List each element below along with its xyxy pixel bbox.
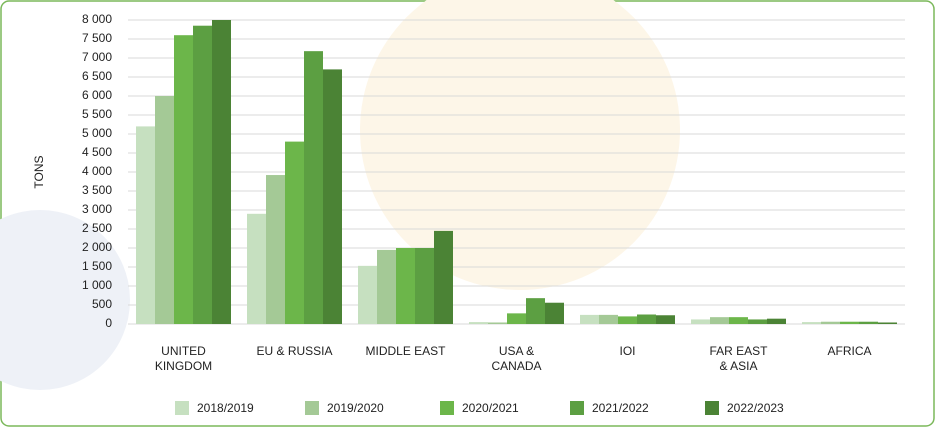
x-tick-label: MIDDLE EAST: [365, 344, 446, 358]
y-tick-label: 4 500: [82, 145, 112, 159]
bar: [469, 322, 488, 324]
y-tick-label: 1 000: [82, 278, 112, 292]
bar: [396, 248, 415, 324]
bar: [155, 96, 174, 324]
bar: [193, 25, 212, 324]
bar: [656, 315, 675, 324]
legend-label: 2018/2019: [197, 401, 254, 415]
legend-swatch: [440, 401, 454, 415]
x-tick-label: FAR EAST & ASIA: [709, 344, 768, 373]
bar: [729, 317, 748, 324]
bar: [136, 126, 155, 325]
y-tick-label: 8 000: [82, 12, 112, 26]
bar: [859, 321, 878, 324]
y-tick-label: 7 500: [82, 31, 112, 45]
legend-label: 2019/2020: [327, 401, 384, 415]
bar: [545, 302, 564, 324]
y-tick-label: 6 000: [82, 88, 112, 102]
bar: [434, 230, 453, 324]
bar: [748, 319, 767, 324]
y-tick-label: 5 500: [82, 107, 112, 121]
bar: [247, 213, 266, 324]
y-tick-label: 5 000: [82, 126, 112, 140]
bar: [358, 265, 377, 324]
bar: [323, 69, 342, 325]
y-tick-label: 2 500: [82, 221, 112, 235]
legend-swatch: [570, 401, 584, 415]
legend-label: 2022/2023: [727, 401, 784, 415]
bar: [377, 249, 396, 324]
legend-swatch: [705, 401, 719, 415]
y-tick-label: 7 000: [82, 50, 112, 64]
bar: [507, 313, 526, 324]
legend-swatch: [175, 401, 189, 415]
bar: [285, 141, 304, 324]
legend-swatch: [305, 401, 319, 415]
bar: [526, 298, 545, 324]
y-tick-label: 3 000: [82, 202, 112, 216]
bar: [767, 318, 786, 324]
bar: [637, 314, 656, 324]
y-tick-label: 500: [92, 297, 112, 311]
bar: [710, 317, 729, 324]
y-tick-label: 1 500: [82, 259, 112, 273]
legend-label: 2021/2022: [592, 401, 649, 415]
y-tick-label: 4 000: [82, 164, 112, 178]
y-tick-label: 2 000: [82, 240, 112, 254]
bar: [878, 322, 897, 324]
bar: [618, 316, 637, 324]
x-tick-label: USA & CANADA: [491, 344, 541, 373]
y-tick-label: 6 500: [82, 69, 112, 83]
bar: [599, 314, 618, 324]
bar: [840, 321, 859, 324]
bar: [304, 51, 323, 324]
x-tick-label: EU & RUSSIA: [256, 344, 332, 358]
x-tick-label: AFRICA: [827, 344, 871, 358]
background-decoration: [360, 0, 680, 290]
y-tick-label: 0: [105, 316, 112, 330]
bar: [821, 321, 840, 324]
y-tick-label: 3 500: [82, 183, 112, 197]
bar: [580, 314, 599, 324]
bar: [691, 319, 710, 324]
bar: [415, 248, 434, 324]
bar: [266, 175, 285, 324]
background-decoration: [0, 210, 130, 390]
legend-label: 2020/2021: [462, 401, 519, 415]
x-tick-label: IOI: [619, 344, 635, 358]
bar: [802, 322, 821, 324]
x-tick-label: UNITED KINGDOM: [155, 344, 212, 373]
bar: [174, 35, 193, 324]
y-axis-label: TONS: [32, 155, 46, 188]
bar: [488, 322, 507, 324]
bar: [212, 20, 231, 324]
